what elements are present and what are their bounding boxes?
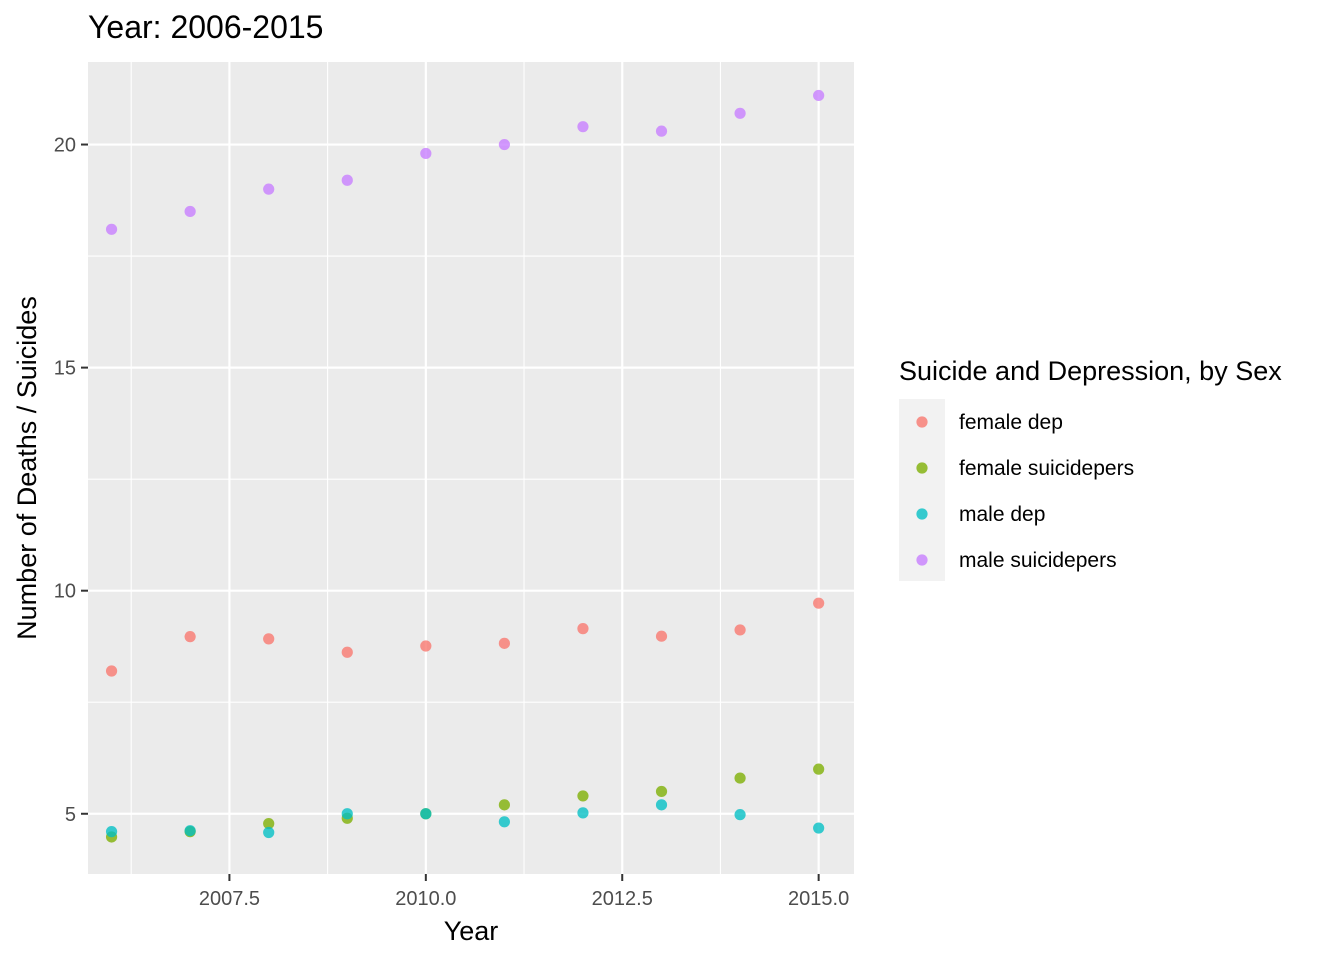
- point-female-dep: [263, 633, 275, 645]
- point-male-suicidepers: [341, 174, 353, 186]
- point-female-dep: [813, 597, 825, 609]
- legend-label-female-suicidepers: female suicidepers: [959, 457, 1134, 480]
- point-male-suicidepers: [498, 138, 510, 151]
- legend-title: Suicide and Depression, by Sex: [899, 356, 1282, 386]
- x-tick-label: 2012.5: [592, 888, 653, 910]
- x-axis-title: Year: [444, 916, 499, 946]
- legend-label-male-suicidepers: male suicidepers: [959, 549, 1117, 572]
- point-female-dep: [577, 623, 589, 635]
- legend-key-female-dep: [916, 416, 928, 428]
- y-axis: 5 10 15 20: [54, 135, 88, 826]
- point-male-dep: [420, 808, 432, 820]
- point-female-suicidepers: [734, 772, 746, 784]
- point-female-dep: [655, 630, 668, 642]
- point-male-suicidepers: [420, 147, 432, 160]
- point-male-dep: [341, 808, 353, 820]
- point-male-suicidepers: [184, 205, 196, 218]
- y-tick-label: 15: [54, 358, 76, 380]
- x-tick-label: 2015.0: [788, 888, 849, 910]
- legend-key-female-suicidepers: [916, 462, 928, 474]
- y-tick-label: 5: [65, 804, 76, 826]
- point-male-dep: [498, 816, 510, 828]
- x-axis: 2007.5 2010.0 2012.5 2015.0: [199, 874, 849, 910]
- point-female-suicidepers: [498, 799, 510, 811]
- y-axis-title: Number of Deaths / Suicides: [12, 296, 42, 640]
- chart-title: Year: 2006-2015: [88, 9, 323, 45]
- legend-key-male-dep: [916, 508, 928, 520]
- point-male-suicidepers: [263, 183, 275, 195]
- point-female-dep: [734, 624, 746, 636]
- plot-panel: [88, 62, 854, 874]
- legend-key-male-suicidepers: [916, 554, 928, 566]
- point-female-suicidepers: [813, 763, 825, 775]
- point-female-dep: [420, 640, 432, 652]
- point-male-dep: [577, 807, 589, 819]
- point-male-dep: [655, 799, 668, 811]
- x-tick-label: 2007.5: [199, 888, 260, 910]
- point-male-dep: [734, 809, 746, 821]
- legend-label-male-dep: male dep: [959, 503, 1045, 526]
- legend-key-background: [899, 399, 945, 581]
- major-gridlines: [88, 62, 854, 874]
- point-female-suicidepers: [263, 817, 275, 830]
- x-tick-label: 2010.0: [395, 888, 456, 910]
- point-female-suicidepers: [655, 785, 668, 798]
- legend-label-female-dep: female dep: [959, 411, 1063, 434]
- y-tick-label: 10: [54, 581, 76, 603]
- point-female-dep: [498, 637, 510, 649]
- point-male-dep: [184, 825, 196, 837]
- point-male-dep: [263, 826, 275, 839]
- point-female-suicidepers: [577, 790, 589, 802]
- y-tick-label: 20: [54, 135, 76, 157]
- point-female-dep: [105, 665, 118, 677]
- point-female-dep: [184, 631, 196, 643]
- point-male-dep: [813, 822, 825, 834]
- point-male-suicidepers: [577, 121, 589, 133]
- data-points: [105, 89, 825, 843]
- point-male-suicidepers: [734, 107, 746, 119]
- point-female-dep: [341, 646, 353, 658]
- point-male-suicidepers: [813, 89, 825, 102]
- point-male-dep: [105, 826, 118, 838]
- minor-gridlines: [88, 62, 854, 874]
- point-male-suicidepers: [105, 223, 118, 235]
- point-male-suicidepers: [655, 125, 668, 137]
- legend: Suicide and Depression, by Sex female de…: [899, 356, 1282, 581]
